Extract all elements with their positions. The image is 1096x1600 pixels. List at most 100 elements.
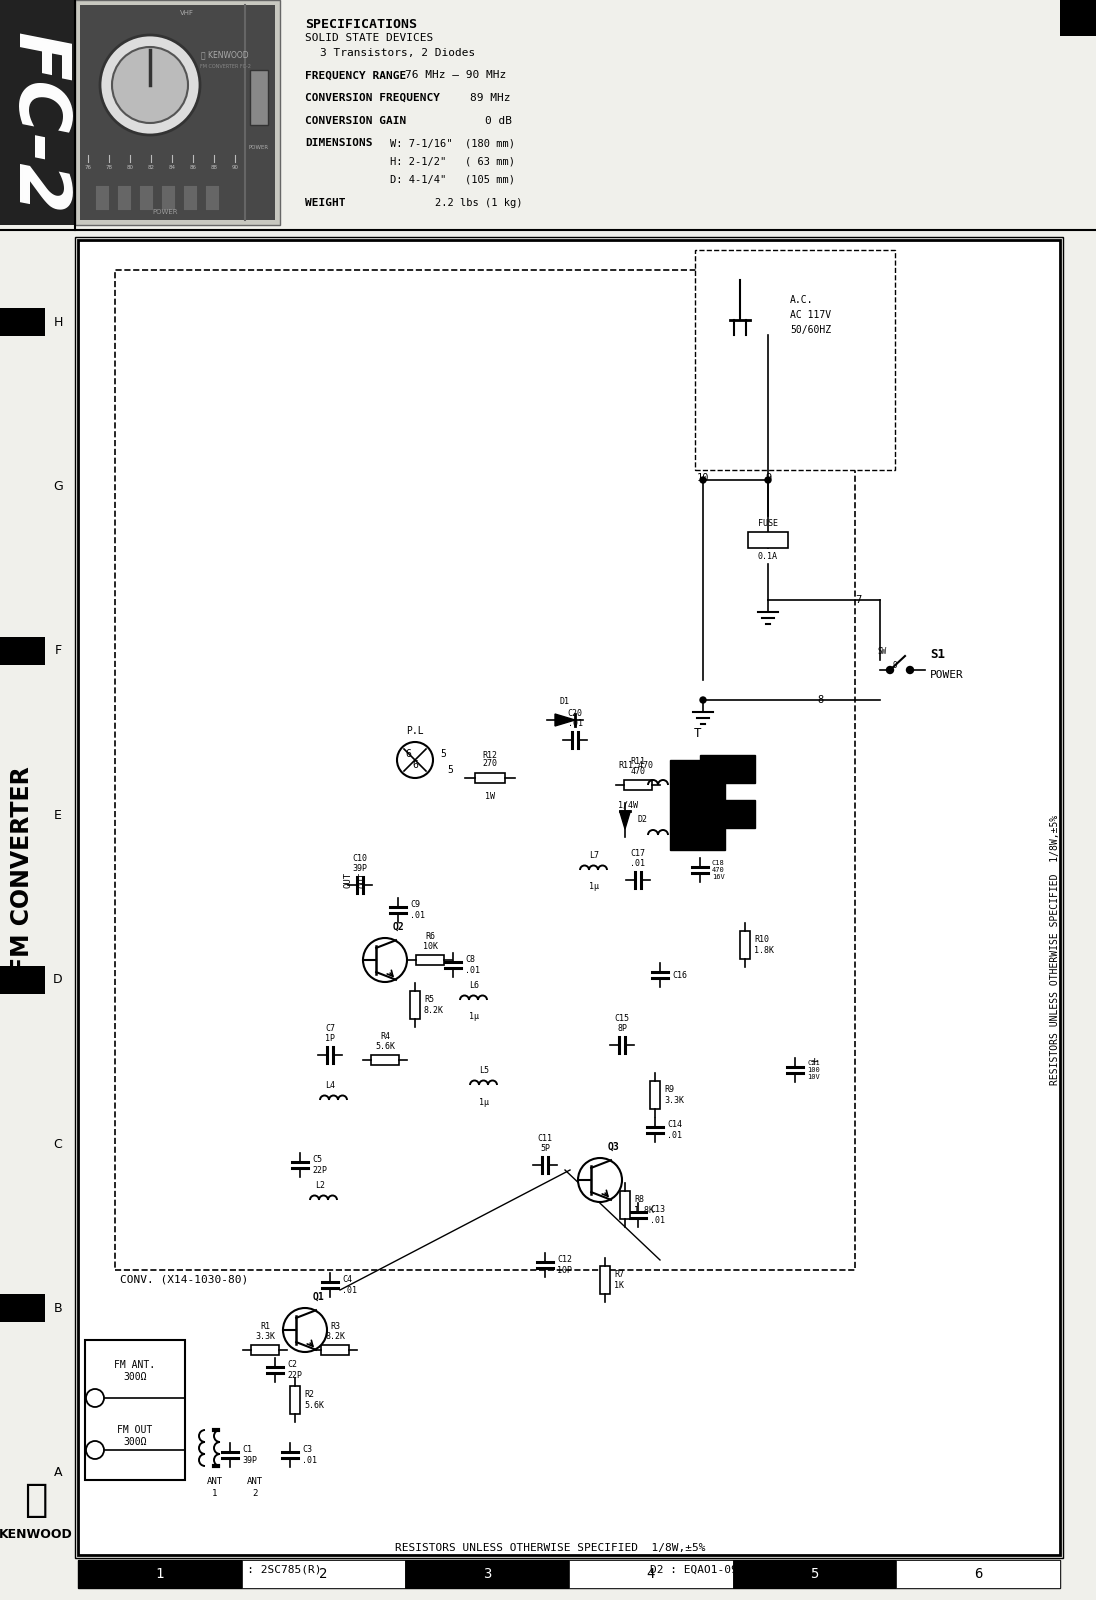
Text: 10: 10 xyxy=(697,474,709,483)
Text: 1: 1 xyxy=(156,1566,164,1581)
Text: 270: 270 xyxy=(482,758,498,768)
Text: FM CONVERTER: FM CONVERTER xyxy=(10,766,34,973)
Bar xyxy=(75,237,1063,1558)
Text: 80: 80 xyxy=(126,165,134,170)
Text: FC-2: FC-2 xyxy=(2,32,71,214)
Bar xyxy=(410,990,420,1019)
Text: 5: 5 xyxy=(447,765,453,774)
Text: L6: L6 xyxy=(469,981,479,990)
Circle shape xyxy=(906,667,913,674)
Text: 7: 7 xyxy=(855,595,861,605)
Bar xyxy=(139,186,153,210)
Text: Ⓞ KENWOOD: Ⓞ KENWOOD xyxy=(202,51,249,59)
Text: 5: 5 xyxy=(441,749,446,758)
Text: C11
5P: C11 5P xyxy=(537,1133,552,1154)
Text: 5: 5 xyxy=(810,1566,819,1581)
Text: S1: S1 xyxy=(931,648,945,661)
Text: R7
1K: R7 1K xyxy=(614,1270,624,1290)
Bar xyxy=(475,773,505,782)
Bar xyxy=(115,270,855,1270)
Text: R12: R12 xyxy=(482,750,498,760)
Text: Q1: Q1 xyxy=(312,1291,324,1301)
Text: 2: 2 xyxy=(252,1488,258,1498)
Bar xyxy=(700,800,755,829)
Text: FUSE: FUSE xyxy=(758,518,778,528)
Bar xyxy=(78,1560,1060,1587)
Text: 1μ: 1μ xyxy=(469,1013,479,1021)
Text: C12
10P: C12 10P xyxy=(557,1256,572,1275)
Text: C14
.01: C14 .01 xyxy=(667,1120,682,1139)
Text: 76: 76 xyxy=(84,165,91,170)
Bar xyxy=(183,186,197,210)
Text: A.C.: A.C. xyxy=(790,294,813,306)
Text: 9: 9 xyxy=(765,474,772,483)
Text: D2: D2 xyxy=(638,816,648,824)
Text: 84: 84 xyxy=(169,165,175,170)
Circle shape xyxy=(700,698,706,702)
Text: 82: 82 xyxy=(148,165,155,170)
Text: C: C xyxy=(54,1138,62,1150)
Bar xyxy=(1060,0,1096,35)
Text: 8: 8 xyxy=(817,694,823,706)
Text: OUT: OUT xyxy=(358,872,367,888)
Bar xyxy=(80,5,275,219)
Text: R2
5.6K: R2 5.6K xyxy=(304,1390,324,1410)
Text: L5: L5 xyxy=(479,1066,489,1075)
Circle shape xyxy=(100,35,199,134)
Text: VHF: VHF xyxy=(180,10,194,16)
Text: C21
100
10V: C21 100 10V xyxy=(807,1059,820,1080)
Bar xyxy=(251,1346,279,1355)
Circle shape xyxy=(578,1158,623,1202)
Text: C15
8P: C15 8P xyxy=(615,1014,629,1034)
Text: POWER: POWER xyxy=(931,670,963,680)
Text: L2: L2 xyxy=(315,1181,326,1190)
Circle shape xyxy=(700,477,706,483)
Bar xyxy=(117,186,132,210)
Bar xyxy=(0,637,45,666)
Bar xyxy=(670,760,724,850)
Text: E: E xyxy=(54,810,62,822)
Bar xyxy=(695,250,895,470)
Text: 1μ: 1μ xyxy=(589,882,600,891)
Text: R8
1.8K: R8 1.8K xyxy=(633,1195,654,1214)
Text: C2
22P: C2 22P xyxy=(287,1360,302,1379)
Text: RESISTORS UNLESS OTHERWISE SPECIFIED  1/8W,±5%: RESISTORS UNLESS OTHERWISE SPECIFIED 1/8… xyxy=(395,1542,705,1554)
Text: 76 MHz — 90 MHz: 76 MHz — 90 MHz xyxy=(406,70,506,80)
Text: FM OUT: FM OUT xyxy=(117,1426,152,1435)
Circle shape xyxy=(283,1309,327,1352)
Bar xyxy=(250,70,269,125)
Bar xyxy=(700,755,755,782)
Circle shape xyxy=(765,477,770,483)
Text: H: 2-1/2"   ( 63 mm): H: 2-1/2" ( 63 mm) xyxy=(390,157,515,166)
Text: 0.1A: 0.1A xyxy=(758,552,778,562)
Polygon shape xyxy=(555,714,575,726)
Text: A: A xyxy=(54,1466,62,1480)
Text: OUT: OUT xyxy=(343,872,353,888)
Text: D: 4-1/4"   (105 mm): D: 4-1/4" (105 mm) xyxy=(390,174,515,184)
Text: R3
8.2K: R3 8.2K xyxy=(326,1322,345,1341)
Text: RESISTORS UNLESS OTHERWISE SPECIFIED  1/8W,±5%: RESISTORS UNLESS OTHERWISE SPECIFIED 1/8… xyxy=(1050,814,1060,1085)
Text: 78: 78 xyxy=(105,165,113,170)
Text: 3 Transistors, 2 Diodes: 3 Transistors, 2 Diodes xyxy=(320,48,476,58)
Text: 90: 90 xyxy=(231,165,239,170)
Bar xyxy=(0,966,45,994)
Text: T: T xyxy=(694,726,700,739)
Text: 6: 6 xyxy=(406,749,411,758)
Text: SOLID STATE DEVICES: SOLID STATE DEVICES xyxy=(305,34,433,43)
Text: C8
.01: C8 .01 xyxy=(465,955,480,974)
Bar xyxy=(406,1560,569,1587)
Text: Ⓞ: Ⓞ xyxy=(24,1482,48,1518)
Text: C7
1P: C7 1P xyxy=(326,1024,335,1043)
Text: C13
.01: C13 .01 xyxy=(650,1205,665,1224)
Text: Q3: Q3 xyxy=(607,1141,619,1152)
Text: 1μ: 1μ xyxy=(479,1098,489,1107)
Bar xyxy=(95,186,109,210)
Text: 86: 86 xyxy=(190,165,196,170)
Text: F: F xyxy=(55,645,61,658)
Text: R5
8.2K: R5 8.2K xyxy=(424,995,444,1014)
Text: CONV. (X14-1030-80): CONV. (X14-1030-80) xyxy=(119,1275,249,1285)
Bar xyxy=(650,1082,660,1109)
Text: H: H xyxy=(54,315,62,328)
Bar xyxy=(897,1560,1060,1587)
Bar xyxy=(600,1266,610,1294)
